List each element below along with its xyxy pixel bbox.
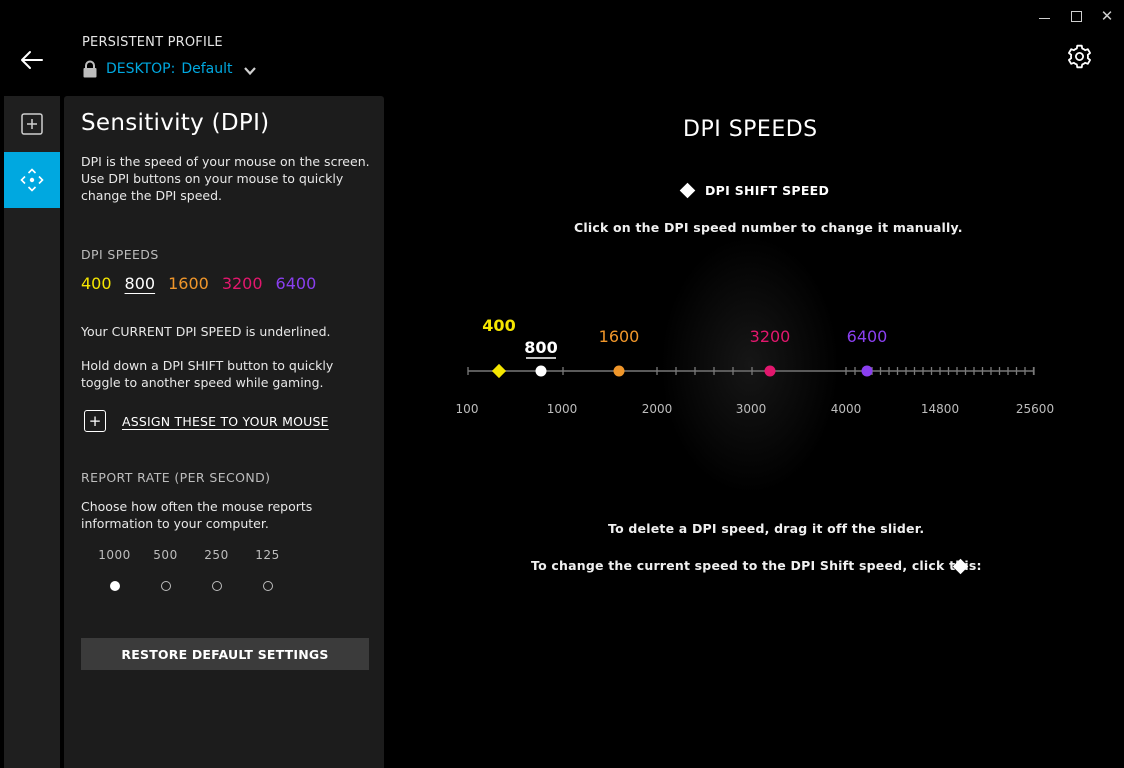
- report-rate-radio[interactable]: [211, 581, 222, 591]
- profile-name: Default: [181, 61, 233, 77]
- close-button[interactable]: ✕: [1100, 7, 1114, 25]
- report-rate-option-1000[interactable]: 1000: [89, 548, 140, 591]
- dpi-speed-list: 400 800 1600 3200 6400: [81, 274, 316, 293]
- dpi-speed-400[interactable]: 400: [81, 274, 112, 293]
- sensitivity-panel: Sensitivity (DPI) DPI is the speed of yo…: [64, 96, 384, 768]
- dpi-marker-6400[interactable]: [861, 365, 873, 377]
- dpi-marker-label-3200[interactable]: 3200: [750, 327, 791, 346]
- dpi-shift-legend: DPI SHIFT SPEED: [679, 182, 830, 199]
- lock-icon: [83, 60, 97, 78]
- move-arrows-icon: [20, 168, 44, 192]
- background-glow: [660, 235, 840, 495]
- slider-axis-label: 4000: [831, 402, 862, 416]
- dpi-speeds-label: DPI SPEEDS: [81, 247, 159, 262]
- dpi-slider[interactable]: 100 1000 2000 3000 4000 14800 25600 400 800 1600 3…: [450, 300, 1070, 430]
- dpi-marker-400[interactable]: [491, 363, 507, 379]
- dpi-shift-legend-label: DPI SHIFT SPEED: [705, 183, 830, 198]
- click-hint: Click on the DPI speed number to change …: [574, 220, 963, 235]
- dpi-marker-3200[interactable]: [764, 365, 776, 377]
- dpi-marker-1600[interactable]: [613, 365, 625, 377]
- report-rate-option-125[interactable]: 125: [242, 548, 293, 591]
- report-rate-label: 125: [255, 548, 280, 562]
- report-rate-label: REPORT RATE (PER SECOND): [81, 470, 271, 485]
- left-rail: [4, 96, 60, 768]
- gear-icon: [1068, 44, 1091, 69]
- dpi-marker-label-400[interactable]: 400: [482, 316, 515, 335]
- dpi-marker-label-800[interactable]: 800: [524, 338, 557, 357]
- report-rate-description: Choose how often the mouse reports infor…: [81, 499, 313, 531]
- profile-label: PERSISTENT PROFILE: [82, 35, 223, 50]
- dpi-marker-800[interactable]: [535, 365, 547, 377]
- dpi-speed-3200[interactable]: 3200: [221, 274, 263, 293]
- rail-item-add[interactable]: [4, 96, 60, 152]
- slider-axis-label: 1000: [547, 402, 578, 416]
- assign-to-mouse-link[interactable]: ASSIGN THESE TO YOUR MOUSE: [122, 413, 329, 429]
- profile-selector[interactable]: DESKTOP: Default: [82, 60, 257, 78]
- report-rate-label: 250: [204, 548, 229, 562]
- slider-axis-label: 3000: [736, 402, 767, 416]
- slider-axis-label: 14800: [921, 402, 959, 416]
- report-rate-radio[interactable]: [160, 581, 171, 591]
- shift-note: Hold down a DPI SHIFT button to quickly …: [81, 358, 334, 390]
- settings-button[interactable]: [1066, 43, 1093, 70]
- shift-hint: To change the current speed to the DPI S…: [531, 558, 982, 573]
- report-rate-label: 1000: [98, 548, 131, 562]
- main-title: DPI SPEEDS: [683, 117, 818, 142]
- slider-axis-label: 25600: [1016, 402, 1054, 416]
- chevron-down-icon[interactable]: [243, 64, 257, 78]
- back-button[interactable]: [18, 46, 46, 74]
- dpi-marker-label-1600[interactable]: 1600: [599, 327, 640, 346]
- profile-prefix: DESKTOP:: [106, 61, 176, 77]
- restore-defaults-button[interactable]: RESTORE DEFAULT SETTINGS: [81, 638, 369, 670]
- add-square-icon: +: [84, 410, 106, 432]
- panel-description: DPI is the speed of your mouse on the sc…: [81, 154, 370, 203]
- report-rate-option-250[interactable]: 250: [191, 548, 242, 591]
- slider-axis-label: 100: [456, 402, 479, 416]
- minimize-button[interactable]: [1036, 8, 1052, 24]
- slider-axis-label: 2000: [642, 402, 673, 416]
- current-speed-note: Your CURRENT DPI SPEED is underlined.: [81, 324, 331, 339]
- dpi-speed-1600[interactable]: 1600: [168, 274, 209, 293]
- report-rate-label: 500: [153, 548, 178, 562]
- report-rate-radio[interactable]: [109, 581, 120, 591]
- panel-title: Sensitivity (DPI): [81, 110, 270, 136]
- assign-to-mouse-button[interactable]: + ASSIGN THESE TO YOUR MOUSE: [84, 410, 329, 432]
- add-square-icon: [21, 113, 43, 135]
- report-rate-option-500[interactable]: 500: [140, 548, 191, 591]
- dpi-speed-6400[interactable]: 6400: [275, 274, 317, 293]
- dpi-speed-800[interactable]: 800: [124, 274, 156, 293]
- report-rate-options: 1000 500 250 125: [89, 548, 293, 591]
- diamond-icon: [679, 182, 696, 199]
- rail-item-sensitivity[interactable]: [4, 152, 60, 208]
- delete-hint: To delete a DPI speed, drag it off the s…: [608, 521, 925, 536]
- report-rate-radio[interactable]: [262, 581, 273, 591]
- arrow-left-icon: [21, 51, 43, 69]
- maximize-button[interactable]: [1068, 8, 1084, 24]
- dpi-marker-label-6400[interactable]: 6400: [847, 327, 888, 346]
